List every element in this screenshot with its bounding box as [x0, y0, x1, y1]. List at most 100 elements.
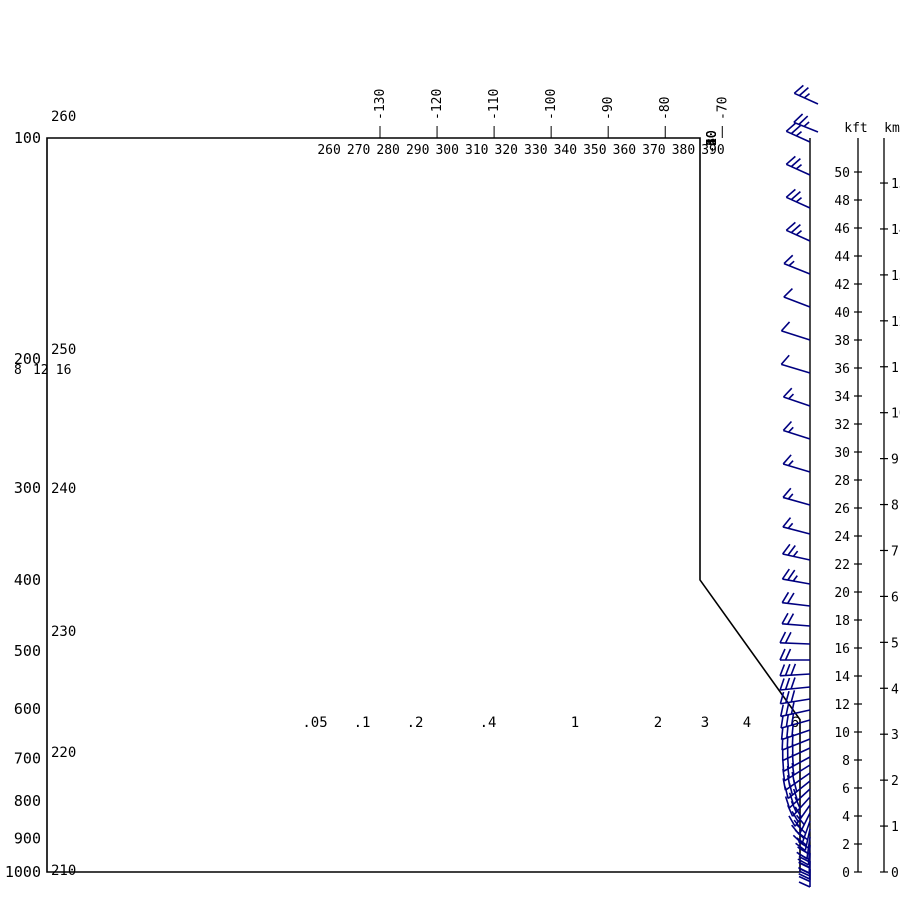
theta-top-label: 300	[435, 143, 458, 158]
wind-barb	[779, 663, 811, 677]
km-tick-label: 2.	[891, 774, 900, 789]
barb-full	[779, 678, 785, 691]
barb-full	[782, 387, 793, 398]
barb-shaft	[794, 804, 811, 827]
barb-shaft	[780, 719, 811, 729]
barb-full	[786, 613, 795, 625]
kft-tick-label: 38	[834, 334, 850, 349]
isotherm-right-label: -50	[705, 130, 720, 153]
wind-barb	[785, 221, 811, 242]
kft-tick-label: 42	[834, 278, 850, 293]
km-tick-label: 6.	[891, 590, 900, 605]
barb-shaft	[785, 163, 811, 176]
barb-half	[803, 92, 811, 99]
barb-full	[794, 806, 803, 818]
wind-barb	[793, 113, 819, 133]
kft-tick-label: 48	[834, 194, 850, 209]
barb-full	[785, 714, 790, 727]
wind-barb	[782, 454, 811, 473]
barb-full	[792, 788, 799, 801]
barb-full	[786, 735, 789, 749]
barb-full	[782, 768, 786, 781]
barb-full	[790, 158, 801, 168]
barb-full	[791, 810, 799, 823]
barb-full	[785, 221, 796, 231]
barb-full	[790, 713, 795, 726]
theta-top-label: 320	[495, 143, 518, 158]
barb-full	[787, 569, 796, 581]
barb-full	[793, 84, 804, 94]
barb-shaft	[782, 622, 811, 627]
theta-top-label: 370	[642, 143, 665, 158]
km-tick-label: 8.	[891, 499, 900, 514]
km-tick-label: 7.	[891, 544, 900, 559]
wind-barb	[780, 321, 811, 341]
pressure-tick-label: 800	[14, 792, 41, 810]
barb-full	[783, 254, 794, 265]
barb-half	[787, 426, 794, 433]
barb-full	[795, 842, 806, 852]
barb-full	[785, 155, 796, 165]
isotherm-top-label: -120	[430, 89, 445, 120]
barb-full	[790, 191, 801, 201]
barb-full	[786, 725, 789, 738]
barb-shaft	[787, 780, 811, 800]
barb-full	[780, 354, 790, 365]
barb-full	[797, 831, 809, 841]
wind-barb	[788, 804, 811, 827]
barb-full	[779, 648, 786, 661]
barb-full	[790, 125, 801, 135]
barb-shaft	[782, 526, 811, 535]
barb-half	[795, 130, 803, 137]
wind-barb	[783, 287, 811, 308]
barb-shaft	[806, 836, 811, 859]
theta-top-label: 260	[317, 143, 340, 158]
temp-axis-label: 8	[14, 363, 22, 378]
wind-barb	[780, 713, 811, 729]
km-axis-header: km	[884, 121, 900, 136]
barb-full	[798, 862, 811, 869]
barb-full	[782, 420, 793, 432]
kft-tick-label: 2	[842, 838, 850, 853]
theta-left-label: 260	[51, 109, 76, 125]
kft-tick-label: 14	[834, 670, 850, 685]
barb-full	[785, 188, 796, 198]
wind-barb	[782, 387, 811, 407]
mixing-ratio-label: 3	[701, 715, 709, 731]
barb-full	[798, 847, 810, 855]
isotherm-top-label: -130	[373, 89, 388, 120]
barb-shaft	[779, 642, 811, 645]
barb-full	[779, 704, 785, 717]
pressure-tick-label: 400	[14, 571, 41, 589]
km-tick-label: 12.	[891, 315, 900, 330]
kft-tick-label: 6	[842, 782, 850, 797]
mixing-ratio-label: .4	[480, 715, 497, 731]
temp-axis-label: 12	[33, 363, 49, 378]
pressure-tick-label: 100	[14, 129, 41, 147]
pressure-tick-label: 200	[14, 350, 41, 368]
isotherm-right-label: -20	[705, 130, 720, 153]
barb-full	[779, 631, 787, 644]
barb-full	[790, 702, 795, 715]
barb-full	[782, 517, 792, 528]
isotherm-right-label: -10	[705, 130, 720, 153]
barb-shaft	[780, 673, 811, 677]
km-tick-label: 11.	[891, 361, 900, 376]
theta-top-label: 270	[347, 143, 370, 158]
kft-tick-label: 4	[842, 810, 850, 825]
barb-full	[784, 631, 792, 644]
barb-full	[798, 873, 810, 880]
barb-half	[788, 393, 795, 400]
barb-shaft	[798, 812, 811, 835]
wind-barb	[785, 155, 811, 176]
barb-shaft	[781, 363, 811, 374]
plot-border	[46, 137, 801, 873]
barb-full	[798, 867, 811, 875]
pressure-tick-label: 300	[14, 479, 41, 497]
wind-barb	[781, 743, 811, 762]
kft-tick-label: 18	[834, 614, 850, 629]
theta-left-label: 250	[51, 342, 76, 358]
barb-shaft	[780, 709, 811, 718]
km-tick-label: 15.	[891, 177, 900, 192]
